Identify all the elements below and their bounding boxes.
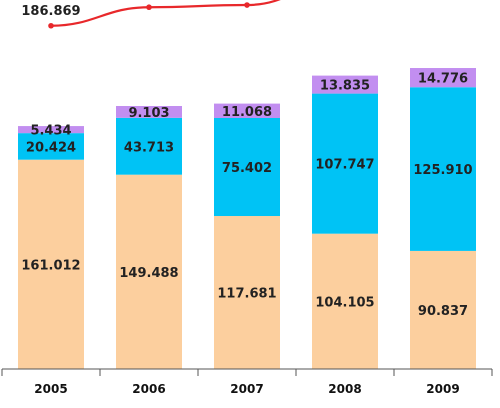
bar-segment [18,126,84,134]
bar-value-label: 149.488 [119,266,178,281]
bar-segment [116,174,182,369]
bar-segment [410,87,476,251]
bar-segment [312,93,378,234]
bar-value-label: 90.837 [418,304,468,319]
bar-segment [18,133,84,160]
bar-segment [312,233,378,369]
bars-layer [18,68,476,369]
bar-segment [410,68,476,88]
bar-value-label: 5.434 [30,124,71,139]
x-tick-label: 2007 [230,382,263,396]
bar-segment [214,103,280,118]
bar-value-label: 117.681 [217,287,276,302]
bar-value-label: 75.402 [222,161,272,176]
bar-segment [18,159,84,369]
total-line-point [146,4,152,11]
bar-value-label: 104.105 [315,295,374,310]
bar-segment [410,250,476,369]
bar-segment [116,117,182,175]
bar-value-label: 9.103 [128,106,169,121]
total-value-label: 186.869 [21,4,80,19]
x-axis: 2005 2006 2007 2008 2009 [1,368,493,396]
total-line-point [48,22,54,29]
bar-segment [312,75,378,94]
x-tick-label: 2008 [328,382,361,396]
bar-value-label: 14.776 [418,72,468,87]
x-tick-label: 2006 [132,382,165,396]
bar-value-label: 161.012 [21,258,80,273]
bar-value-label: 11.068 [222,105,272,120]
bar-value-label: 13.835 [320,79,370,94]
bar-value-label: 43.713 [124,140,174,155]
bar-segment [214,117,280,217]
bar-value-label: 125.910 [413,163,472,178]
bar-segment [116,106,182,118]
bar-value-label: 107.747 [315,158,374,173]
bar-value-label: 20.424 [26,140,76,155]
x-tick-label: 2009 [426,382,459,396]
total-line-point [244,2,250,8]
bar-segment [214,216,280,369]
x-tick-label: 2005 [34,382,67,396]
line-layer [48,0,281,29]
